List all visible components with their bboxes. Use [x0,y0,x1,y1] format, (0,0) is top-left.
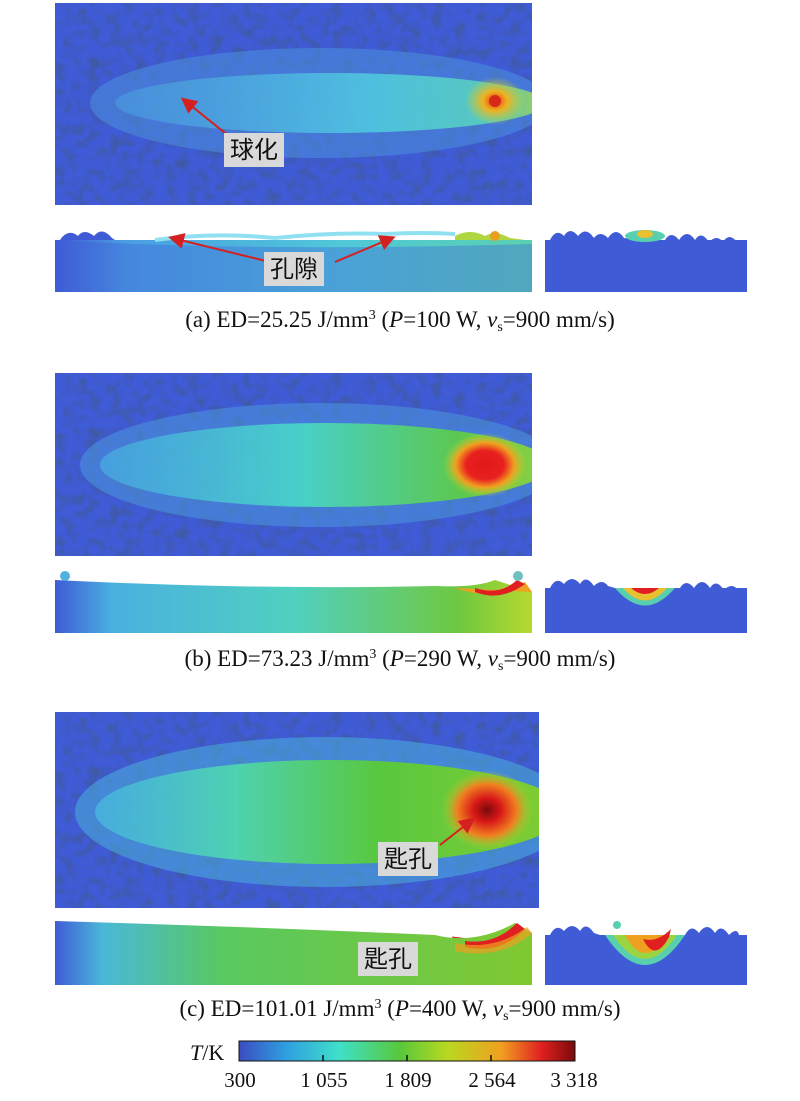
panel-c-caption: (c) ED=101.01 J/mm3 (P=400 W, vs=900 mm/… [179,996,621,1024]
colorbar-tick: 3 318 [550,1068,598,1092]
panel-c-side-view [55,915,532,985]
panel-b-side-view [55,568,532,633]
colorbar-tick: 1 809 [384,1068,432,1092]
panel-b-caption: (b) ED=73.23 J/mm3 (P=290 W, vs=900 mm/s… [184,646,616,674]
colorbar-tick: 300 [224,1068,256,1092]
melt-pool-hotspot [441,770,533,850]
colorbar [238,1040,576,1062]
colorbar-tick: 1 055 [300,1068,348,1092]
keyhole-label-side: 匙孔 [358,942,418,976]
panel-a-cross-section [545,222,747,292]
panel-c-top-view [55,712,539,908]
pore-label: 孔隙 [264,252,324,286]
panel-a-caption: (a) ED=25.25 J/mm3 (P=100 W, vs=900 mm/s… [185,307,615,335]
panel-b-cross-section [545,568,747,633]
panel-b-top-view [55,373,532,556]
balling-label: 球化 [224,133,284,167]
panel-a-top-view [55,3,532,205]
colorbar-tick: 2 564 [468,1068,516,1092]
colorbar-title: T/K [190,1040,225,1065]
keyhole-label-top: 匙孔 [378,842,438,876]
melt-pool-hotspot [443,433,527,497]
panel-c-cross-section [545,915,747,985]
